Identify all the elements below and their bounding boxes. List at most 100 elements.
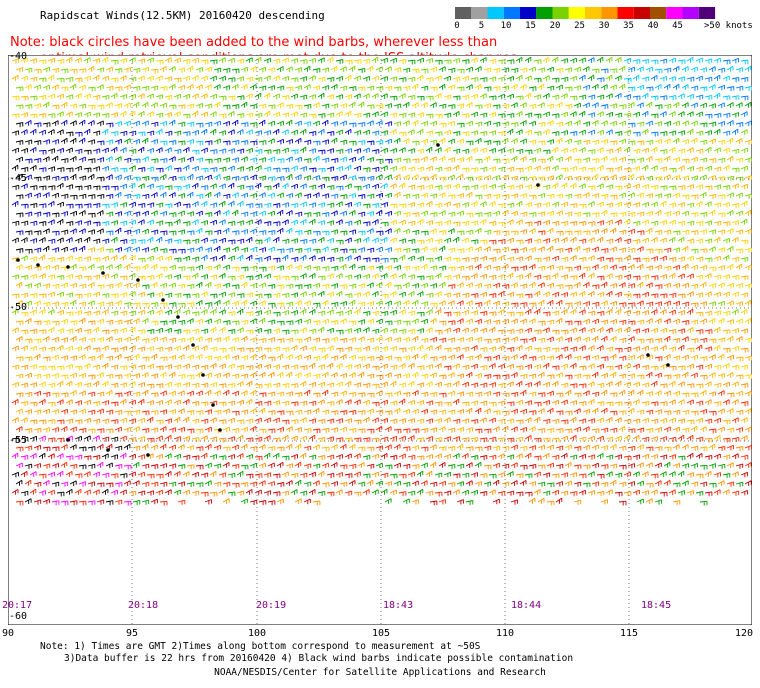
wind-barb xyxy=(618,337,627,343)
wind-barb xyxy=(24,192,32,199)
wind-barb xyxy=(114,499,123,505)
wind-barb xyxy=(74,365,83,371)
wind-barb xyxy=(569,95,578,101)
wind-barb xyxy=(285,426,293,432)
wind-barb xyxy=(614,112,623,118)
wind-barb xyxy=(38,365,47,371)
wind-barb xyxy=(726,462,734,468)
time-label: 18:43 xyxy=(383,600,414,611)
wind-barb xyxy=(258,407,266,414)
wind-barb xyxy=(461,94,470,100)
wind-barb xyxy=(717,265,725,271)
wind-barb xyxy=(524,452,532,459)
wind-barb xyxy=(384,320,393,326)
wind-barb xyxy=(479,255,487,262)
wind-barb xyxy=(339,85,348,91)
wind-barb xyxy=(222,175,231,181)
wind-barb xyxy=(650,346,659,352)
wind-barb xyxy=(276,498,284,505)
wind-barb xyxy=(393,390,401,397)
wind-barb xyxy=(173,416,181,423)
wind-barb xyxy=(605,308,613,315)
wind-barb xyxy=(542,381,550,388)
wind-barb xyxy=(213,318,221,325)
wind-barb xyxy=(407,363,415,369)
wind-barb xyxy=(20,364,29,370)
wind-barb xyxy=(87,212,96,218)
wind-barb xyxy=(384,444,392,451)
wind-barb xyxy=(600,156,608,162)
wind-barb xyxy=(695,453,703,459)
wind-barb xyxy=(569,472,578,478)
wind-barb xyxy=(155,291,163,298)
wind-barb xyxy=(110,310,119,316)
wind-barb xyxy=(42,356,51,362)
wind-barb xyxy=(659,401,668,407)
wind-barb xyxy=(33,230,42,236)
wind-barb xyxy=(663,335,671,342)
wind-barb xyxy=(744,175,752,181)
wind-barb xyxy=(663,211,672,217)
wind-barb xyxy=(240,482,249,488)
wind-barb xyxy=(362,273,370,280)
wind-barb xyxy=(659,383,668,389)
wind-barb xyxy=(65,292,74,298)
wind-barb xyxy=(659,327,667,334)
wind-barb xyxy=(294,104,303,110)
wind-barb xyxy=(312,248,321,254)
wind-barb xyxy=(425,237,433,244)
wind-barb xyxy=(254,112,263,118)
wind-barb xyxy=(33,157,42,163)
wind-barb xyxy=(159,174,167,180)
wind-barb xyxy=(191,345,199,352)
wind-barb xyxy=(609,371,617,378)
wind-barb xyxy=(465,446,474,452)
wind-barb xyxy=(15,173,23,180)
wind-barb xyxy=(38,346,47,352)
wind-barb xyxy=(704,201,712,207)
wind-barb xyxy=(384,410,393,416)
wind-barb xyxy=(254,310,262,316)
wind-barb xyxy=(402,282,410,288)
wind-barb xyxy=(461,202,470,208)
wind-barb xyxy=(537,83,545,90)
wind-barb xyxy=(546,155,554,162)
wind-barb xyxy=(726,354,734,361)
wind-barb xyxy=(29,273,37,280)
wind-barb xyxy=(42,84,50,91)
wind-barb xyxy=(443,327,451,334)
wind-barb xyxy=(137,257,146,263)
wind-barb xyxy=(663,390,671,397)
wind-barb xyxy=(209,293,218,299)
wind-barb xyxy=(555,445,564,451)
wind-barb xyxy=(483,445,492,451)
wind-barb xyxy=(42,283,51,289)
wind-barb xyxy=(371,453,379,460)
wind-barb xyxy=(722,95,731,101)
wind-barb xyxy=(587,291,595,297)
wind-barb xyxy=(645,66,653,73)
wind-barb xyxy=(573,481,582,487)
wind-barb xyxy=(11,345,19,352)
wind-barb xyxy=(74,237,82,244)
wind-barb xyxy=(137,436,146,442)
wind-barb xyxy=(398,182,406,189)
wind-barb xyxy=(434,291,442,298)
wind-barb xyxy=(83,471,91,477)
wind-barb xyxy=(722,254,730,261)
wind-barb xyxy=(614,308,622,315)
wind-barb xyxy=(497,239,506,245)
wind-barb xyxy=(677,236,685,243)
wind-barb xyxy=(303,372,311,379)
wind-barb xyxy=(245,292,254,298)
wind-barb xyxy=(726,319,735,325)
wind-barb xyxy=(195,354,203,360)
wind-barb xyxy=(47,74,55,81)
wind-barb xyxy=(380,472,389,478)
colorbar-swatch xyxy=(601,7,618,19)
wind-barb xyxy=(551,201,559,208)
wind-barb xyxy=(317,57,325,64)
wind-barb xyxy=(411,140,420,146)
wind-barb xyxy=(569,183,577,189)
wind-barb xyxy=(645,409,654,415)
